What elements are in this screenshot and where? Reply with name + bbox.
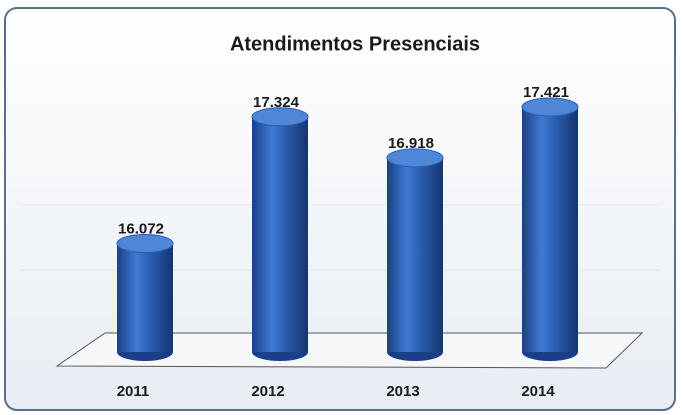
chart-title: Atendimentos Presenciais	[230, 33, 480, 55]
x-tick-label: 2014	[521, 383, 555, 400]
x-tick-label: 2013	[386, 383, 419, 400]
bar-top	[386, 148, 444, 168]
value-label: 17.421	[523, 84, 569, 101]
bar-top	[251, 107, 309, 127]
value-label: 17.324	[253, 94, 300, 111]
floor	[55, 332, 644, 369]
bar-top	[116, 234, 174, 254]
x-tick-label: 2011	[117, 383, 150, 400]
bar	[522, 106, 578, 352]
bar-top	[521, 97, 579, 117]
value-label: 16.072	[118, 220, 164, 237]
bar	[387, 157, 443, 352]
x-tick-label: 2012	[251, 383, 284, 400]
bar	[117, 243, 173, 352]
value-label: 16.918	[388, 135, 434, 152]
bar	[252, 116, 308, 352]
